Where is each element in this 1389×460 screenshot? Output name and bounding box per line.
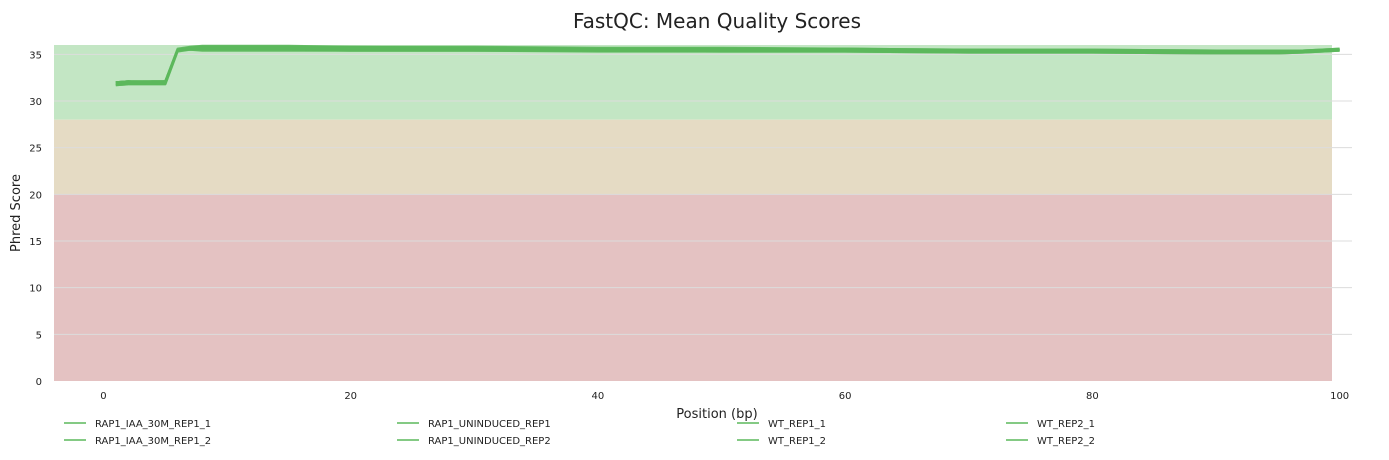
legend-label: RAP1_IAA_30M_REP1_1 bbox=[95, 419, 211, 430]
y-tick-label-35: 35 bbox=[29, 50, 42, 61]
legend-label: RAP1_UNINDUCED_REP2 bbox=[428, 436, 551, 447]
legend-item-WT_REP1_2[interactable]: WT_REP1_2 bbox=[737, 436, 826, 447]
x-tick-label-40: 40 bbox=[592, 391, 605, 402]
y-axis-ticks: 0 5 10 15 20 25 30 35 bbox=[29, 50, 42, 388]
x-tick-label-60: 60 bbox=[839, 391, 852, 402]
legend-label: RAP1_UNINDUCED_REP1 bbox=[428, 419, 551, 430]
quality-bands bbox=[54, 45, 1332, 381]
legend-item-WT_REP1_1[interactable]: WT_REP1_1 bbox=[737, 419, 826, 430]
legend-label: WT_REP2_1 bbox=[1037, 419, 1095, 430]
legend-label: WT_REP2_2 bbox=[1037, 436, 1095, 447]
legend-item-RAP1_IAA_30M_REP1_1[interactable]: RAP1_IAA_30M_REP1_1 bbox=[64, 419, 211, 430]
x-tick-label-20: 20 bbox=[344, 391, 357, 402]
legend-label: RAP1_IAA_30M_REP1_2 bbox=[95, 436, 211, 447]
x-axis-ticks: 0 20 40 60 80 100 bbox=[100, 391, 1349, 402]
series-line-WT_REP2_2 bbox=[115, 47, 1340, 86]
y-tick-label-10: 10 bbox=[29, 284, 42, 295]
x-tick-label-100: 100 bbox=[1330, 391, 1349, 402]
y-tick-label-5: 5 bbox=[36, 330, 42, 341]
legend-item-RAP1_IAA_30M_REP1_2[interactable]: RAP1_IAA_30M_REP1_2 bbox=[64, 436, 211, 447]
y-tick-label-30: 30 bbox=[29, 97, 42, 108]
quality-band-0 bbox=[54, 45, 1332, 120]
gridlines bbox=[54, 53, 1352, 335]
y-tick-label-0: 0 bbox=[36, 377, 42, 388]
x-tick-label-80: 80 bbox=[1086, 391, 1099, 402]
legend-item-RAP1_UNINDUCED_REP1[interactable]: RAP1_UNINDUCED_REP1 bbox=[397, 419, 551, 430]
x-tick-label-0: 0 bbox=[100, 391, 106, 402]
legend-item-RAP1_UNINDUCED_REP2[interactable]: RAP1_UNINDUCED_REP2 bbox=[397, 436, 551, 447]
chart-title: FastQC: Mean Quality Scores bbox=[573, 9, 861, 33]
legend-item-WT_REP2_1[interactable]: WT_REP2_1 bbox=[1006, 419, 1095, 430]
y-tick-label-20: 20 bbox=[29, 190, 42, 201]
y-tick-label-25: 25 bbox=[29, 144, 42, 155]
series-lines bbox=[115, 44, 1340, 87]
series-line-WT_REP2_1 bbox=[115, 45, 1340, 84]
legend-item-WT_REP2_2[interactable]: WT_REP2_2 bbox=[1006, 436, 1095, 447]
legend-label: WT_REP1_2 bbox=[768, 436, 826, 447]
x-axis-label: Position (bp) bbox=[676, 407, 757, 422]
quality-band-1 bbox=[54, 119, 1332, 195]
y-axis-label: Phred Score bbox=[9, 174, 24, 252]
legend: RAP1_IAA_30M_REP1_1 RAP1_IAA_30M_REP1_2 RA… bbox=[64, 419, 1095, 447]
y-tick-label-15: 15 bbox=[29, 237, 42, 248]
legend-label: WT_REP1_1 bbox=[768, 419, 826, 430]
